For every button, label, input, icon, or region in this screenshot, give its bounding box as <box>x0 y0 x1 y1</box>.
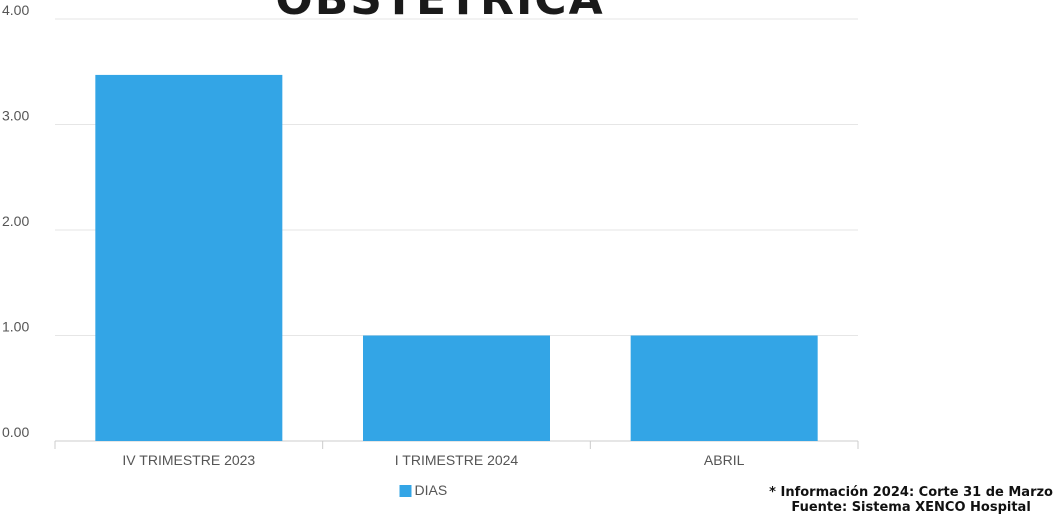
footnote-source: Fuente: Sistema XENCO Hospital <box>791 500 1031 515</box>
bar <box>95 74 283 441</box>
x-category-label: I TRIMESTRE 2024 <box>395 452 519 468</box>
bar <box>630 335 818 441</box>
footnotes: * Información 2024: Corte 31 de Marzo Fu… <box>769 485 1053 515</box>
x-category-label: ABRIL <box>704 452 745 468</box>
legend-swatch <box>399 485 412 497</box>
y-tick-label: 2.00 <box>2 213 29 229</box>
chart-title: OBSTETRICA <box>0 0 880 25</box>
y-tick-label: 1.00 <box>2 319 29 335</box>
y-tick-label: 3.00 <box>2 108 29 124</box>
x-category-label: IV TRIMESTRE 2023 <box>122 452 255 468</box>
bar <box>363 335 550 441</box>
legend-label: DIAS <box>415 482 448 498</box>
footnote-info: * Información 2024: Corte 31 de Marzo <box>769 485 1053 500</box>
y-tick-label: 0.00 <box>2 424 29 440</box>
y-tick-label: 4.00 <box>2 2 29 18</box>
